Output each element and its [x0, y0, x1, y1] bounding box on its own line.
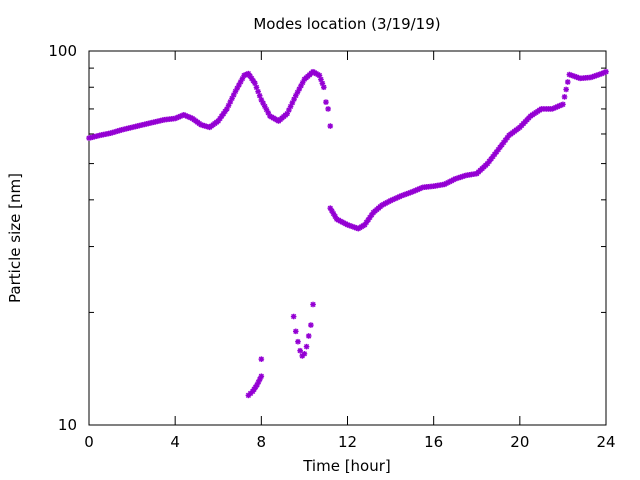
data-point [323, 99, 329, 105]
x-tick-label: 8 [257, 433, 267, 451]
y-axis-ticks: 10 100 [48, 42, 606, 434]
data-point [308, 322, 314, 328]
data-point [305, 333, 312, 339]
data-point [564, 79, 571, 85]
data-points [86, 68, 609, 399]
plot-frame [88, 50, 607, 426]
data-point [295, 338, 301, 345]
data-point [301, 351, 308, 357]
data-point [327, 123, 334, 129]
data-point [561, 94, 568, 100]
x-tick-label: 4 [170, 433, 180, 451]
data-point [230, 92, 237, 98]
data-point [258, 356, 265, 362]
y-tick-label: 10 [58, 416, 77, 434]
data-point [258, 373, 265, 380]
x-tick-label: 16 [424, 433, 443, 451]
data-point [325, 106, 331, 112]
data-point [560, 101, 566, 108]
x-tick-label: 12 [338, 433, 357, 451]
data-point [603, 68, 609, 75]
x-tick-label: 24 [596, 433, 615, 451]
data-point [321, 84, 327, 91]
y-axis-label: Particle size [nm] [6, 173, 24, 303]
y-tick-label: 100 [48, 42, 77, 60]
data-point [290, 313, 297, 320]
data-point [310, 301, 316, 308]
chart-title: Modes location (3/19/19) [253, 15, 440, 33]
data-point [303, 343, 310, 350]
data-point [293, 328, 299, 335]
x-tick-label: 20 [510, 433, 529, 451]
data-point [563, 86, 569, 93]
x-axis-label: Time [hour] [302, 457, 391, 475]
x-axis-ticks: 0 4 8 12 16 20 24 [84, 51, 616, 451]
data-point [297, 347, 303, 354]
x-tick-label: 0 [84, 433, 94, 451]
data-point [257, 376, 263, 382]
